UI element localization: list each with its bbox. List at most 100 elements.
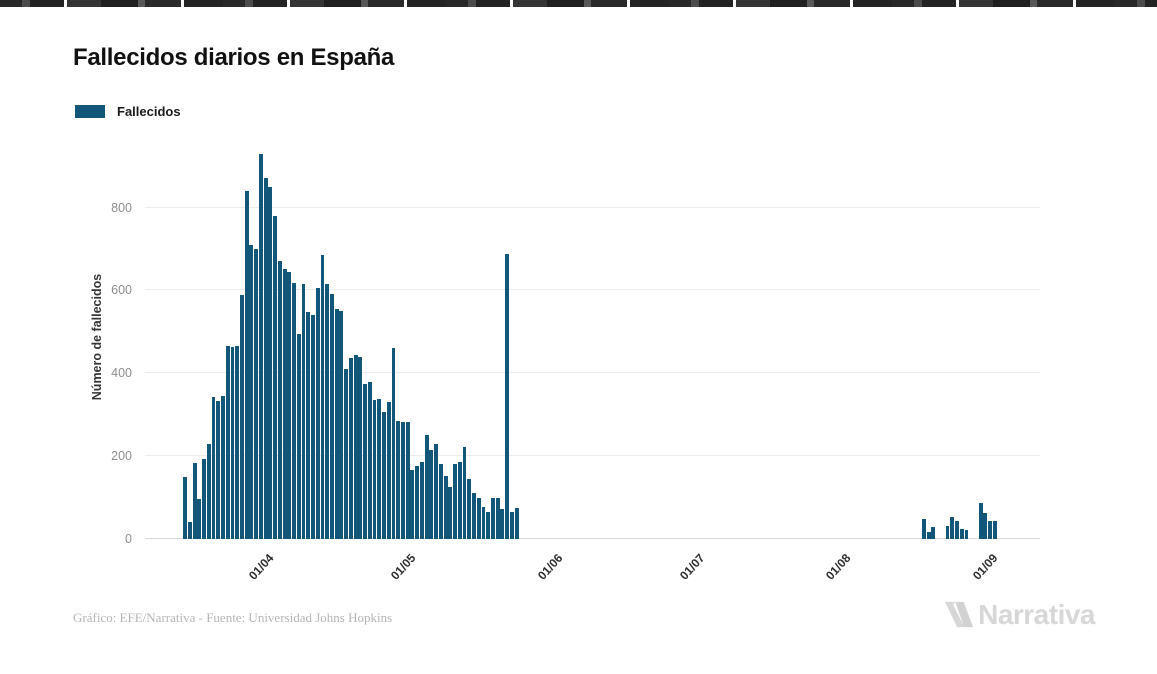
bar-day-62 bbox=[438, 463, 443, 539]
bar-day-24 bbox=[258, 153, 263, 539]
y-tick-label-400: 400 bbox=[111, 366, 132, 381]
bar-day-61 bbox=[434, 443, 439, 539]
legend-swatch-fallecidos bbox=[75, 105, 105, 118]
bar-day-43 bbox=[348, 358, 353, 539]
bar-day-166 bbox=[931, 527, 936, 539]
bar-day-30 bbox=[287, 271, 292, 539]
bar-day-9 bbox=[187, 522, 192, 539]
gridline-y-200 bbox=[145, 455, 1040, 457]
bar-day-68 bbox=[467, 478, 472, 539]
source-credit: Gráfico: EFE/Narrativa - Fuente: Univers… bbox=[73, 610, 393, 625]
x-tick-label-01-07: 01/07 bbox=[676, 551, 708, 583]
bar-day-60 bbox=[429, 449, 434, 539]
bar-day-8 bbox=[183, 476, 188, 539]
bar-day-35 bbox=[311, 315, 315, 539]
bar-day-54 bbox=[401, 422, 405, 539]
bar-day-21 bbox=[244, 190, 249, 539]
x-tick-label-01-08: 01/08 bbox=[823, 551, 854, 583]
bar-day-29 bbox=[282, 269, 287, 539]
bar-day-70 bbox=[476, 498, 481, 539]
bar-day-15 bbox=[216, 401, 221, 539]
bar-day-39 bbox=[329, 294, 334, 539]
bar-day-40 bbox=[334, 309, 339, 539]
gridline-y-600 bbox=[145, 289, 1040, 291]
bar-day-71 bbox=[481, 507, 486, 539]
bar-day-72 bbox=[486, 511, 491, 539]
y-tick-label-600: 600 bbox=[111, 283, 132, 298]
bar-day-165 bbox=[926, 531, 931, 539]
bar-day-22 bbox=[249, 244, 254, 539]
narrativa-logo-text: Narrativa bbox=[978, 599, 1095, 630]
page-title: Fallecidos diarios en España bbox=[73, 44, 395, 71]
bar-day-58 bbox=[419, 462, 424, 539]
bar-day-49 bbox=[377, 399, 382, 539]
bar-day-178 bbox=[988, 520, 993, 539]
bar-day-17 bbox=[225, 346, 230, 539]
bar-day-171 bbox=[955, 520, 959, 539]
bar-day-78 bbox=[514, 507, 519, 539]
bar-day-47 bbox=[367, 382, 372, 539]
bar-day-75 bbox=[500, 508, 505, 539]
bar-day-66 bbox=[457, 461, 462, 539]
bar-day-172 bbox=[959, 529, 964, 539]
bar-day-170 bbox=[950, 516, 955, 539]
bar-day-169 bbox=[945, 526, 950, 539]
y-tick-label-800: 800 bbox=[111, 200, 132, 215]
bar-day-33 bbox=[301, 283, 306, 539]
bar-day-42 bbox=[344, 368, 349, 539]
bar-day-12 bbox=[202, 459, 206, 539]
bar-day-77 bbox=[509, 512, 514, 539]
bar-chart-plot-area: 0 200 400 600 800 01/04 01/05 01/06 01/07 01/08 01… bbox=[111, 140, 1040, 583]
bar-day-27 bbox=[273, 215, 278, 539]
bar-day-23 bbox=[254, 248, 259, 539]
bar-day-63 bbox=[443, 476, 448, 539]
x-tick-label-01-09: 01/09 bbox=[970, 551, 1001, 583]
bar-day-176 bbox=[978, 502, 983, 539]
bar-day-46 bbox=[363, 383, 367, 539]
bar-day-20 bbox=[240, 294, 244, 539]
bar-day-59 bbox=[424, 435, 429, 539]
bar-day-65 bbox=[453, 463, 457, 539]
bar-day-28 bbox=[277, 260, 282, 539]
bar-day-11 bbox=[197, 498, 202, 539]
bar-day-64 bbox=[448, 487, 453, 539]
bar-day-50 bbox=[382, 412, 386, 539]
bar-day-44 bbox=[353, 355, 358, 539]
bar-day-25 bbox=[263, 177, 268, 539]
legend: Fallecidos bbox=[75, 104, 181, 119]
y-tick-label-0: 0 bbox=[125, 532, 132, 546]
bar-day-26 bbox=[268, 186, 273, 539]
legend-label: Fallecidos bbox=[117, 104, 181, 119]
x-tick-label-01-06: 01/06 bbox=[534, 551, 566, 583]
x-tick-label-01-04: 01/04 bbox=[245, 551, 277, 583]
gridline-y-0 bbox=[145, 538, 1040, 539]
bar-day-173 bbox=[964, 529, 969, 539]
bar-day-55 bbox=[405, 422, 410, 539]
bar-day-10 bbox=[192, 463, 197, 539]
bar-day-56 bbox=[410, 469, 415, 539]
bar-day-67 bbox=[462, 447, 467, 539]
bar-day-177 bbox=[983, 513, 988, 539]
bar-day-74 bbox=[495, 497, 500, 539]
bar-day-32 bbox=[296, 333, 301, 539]
bar-day-51 bbox=[386, 401, 391, 539]
bar-day-73 bbox=[490, 497, 495, 539]
bar-day-41 bbox=[339, 311, 344, 539]
narrativa-logo-icon bbox=[945, 601, 974, 628]
bar-day-45 bbox=[358, 356, 363, 539]
bar-day-53 bbox=[396, 420, 401, 539]
bar-day-16 bbox=[221, 396, 225, 539]
bar-day-14 bbox=[211, 397, 216, 539]
bar-day-52 bbox=[391, 348, 396, 539]
bar-day-13 bbox=[206, 443, 211, 539]
narrativa-logo: Narrativa bbox=[944, 599, 1095, 631]
x-tick-label-01-05: 01/05 bbox=[387, 551, 419, 583]
y-tick-label-200: 200 bbox=[111, 449, 132, 464]
bar-day-69 bbox=[472, 493, 476, 539]
bar-day-164 bbox=[921, 519, 926, 539]
bar-day-37 bbox=[320, 254, 325, 539]
gridline-y-400 bbox=[145, 372, 1040, 374]
bar-day-31 bbox=[292, 283, 296, 539]
bar-day-76 bbox=[505, 253, 510, 539]
